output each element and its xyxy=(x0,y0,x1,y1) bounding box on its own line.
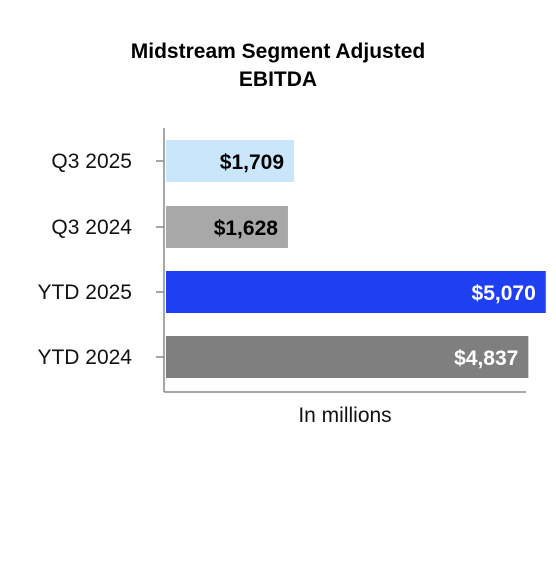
bar-value-label: $1,709 xyxy=(220,151,284,174)
bar xyxy=(166,336,529,378)
bar xyxy=(166,271,546,313)
bar xyxy=(166,140,295,182)
chart-axes xyxy=(163,128,526,393)
category-label: YTD 2024 xyxy=(37,346,132,369)
chart-title-line-2: EBITDA xyxy=(238,68,318,91)
bar-value-label: $4,837 xyxy=(454,347,518,370)
x-axis-label: In millions xyxy=(298,404,391,427)
chart-title-line-1: Midstream Segment Adjusted xyxy=(130,40,426,63)
category-label: Q3 2024 xyxy=(51,216,132,239)
bar-value-label: $5,070 xyxy=(472,282,536,305)
category-label: Q3 2025 xyxy=(51,150,132,173)
category-label: YTD 2025 xyxy=(37,281,132,304)
bar-value-label: $1,628 xyxy=(214,217,279,240)
chart-title: Midstream Segment Adjusted EBITDA xyxy=(0,38,556,94)
bar-group: Q3 2025 $1,709 Q3 2024 $1,628 YTD 2025 $5,070… xyxy=(37,140,546,378)
bar xyxy=(166,206,288,248)
